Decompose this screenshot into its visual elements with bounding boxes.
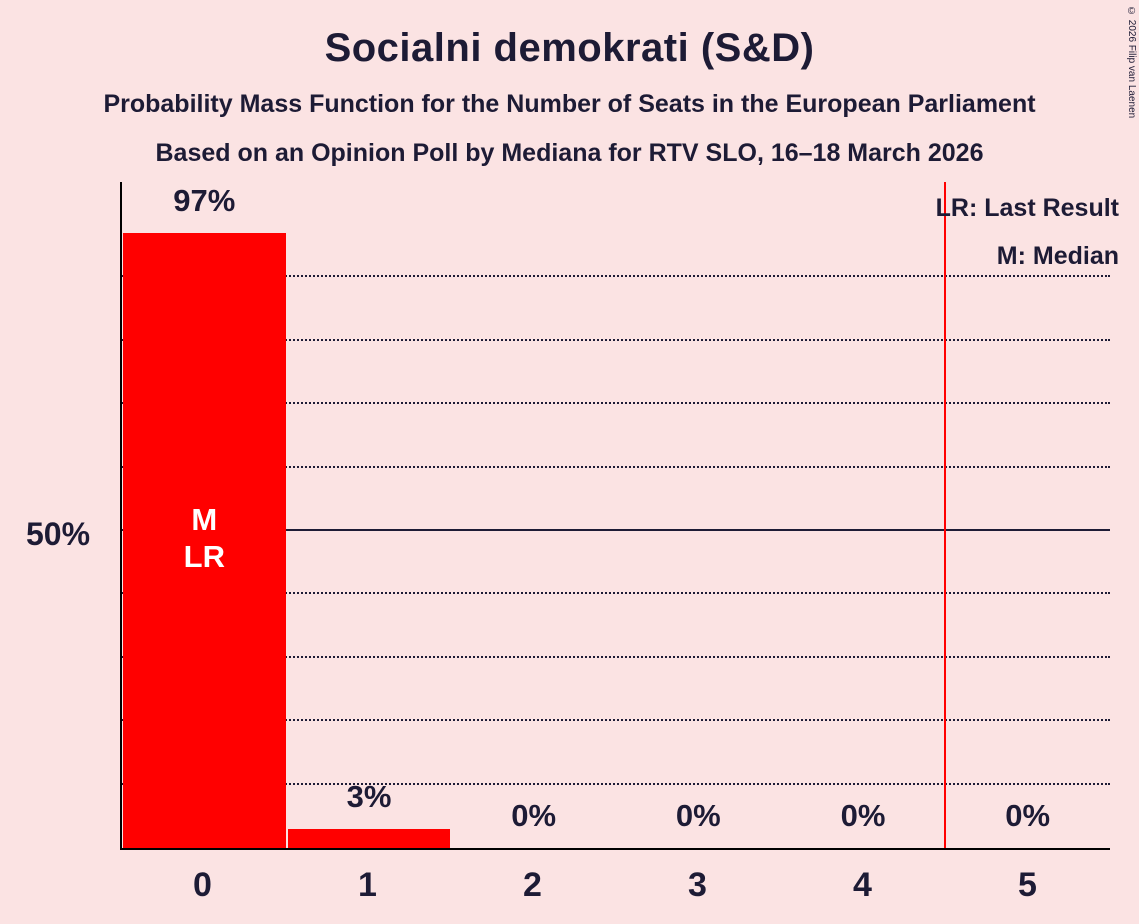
legend: LR: Last Result M: Median (936, 184, 1119, 280)
bar-value-label-0: 97% (173, 183, 236, 219)
chart-subtitle-1: Probability Mass Function for the Number… (103, 90, 1036, 118)
bar-0 (123, 233, 286, 848)
threshold-vertical-line (944, 182, 947, 848)
bar-value-label-1: 3% (346, 778, 392, 814)
bar-value-label-3: 0% (675, 798, 721, 833)
x-axis-label-0: 0 (193, 866, 212, 904)
gridline-dotted-20 (122, 719, 1110, 722)
x-axis-label-1: 1 (358, 866, 377, 904)
gridline-solid-50 (122, 529, 1110, 531)
x-axis-label-4: 4 (853, 866, 872, 904)
chart-subtitle-2: Based on an Opinion Poll by Mediana for … (155, 139, 984, 167)
chart-title: Socialni demokrati (S&D) (324, 26, 815, 70)
bar-value-label-5: 0% (1005, 798, 1051, 833)
x-axis-label-3: 3 (688, 866, 707, 904)
x-axis-label-5: 5 (1018, 866, 1037, 904)
gridline-dotted-90 (122, 275, 1110, 278)
gridline-dotted-10 (122, 782, 1110, 785)
gridline-dotted-40 (122, 592, 1110, 595)
copyright-text: © 2026 Filip van Laenen (1126, 6, 1137, 119)
legend-last-result: LR: Last Result (935, 194, 1119, 222)
bar-value-label-4: 0% (840, 798, 886, 833)
y-axis-50-percent-label: 50% (26, 516, 91, 552)
legend-median: M: Median (996, 242, 1119, 270)
bar-1 (287, 828, 451, 848)
x-axis-label-2: 2 (523, 866, 542, 904)
bar-annotation-median-last-result: M LR (183, 501, 225, 574)
gridline-dotted-80 (122, 338, 1110, 341)
gridline-dotted-60 (122, 465, 1110, 468)
bar-value-label-2: 0% (511, 798, 557, 833)
x-axis-labels: 0 1 2 3 4 5 (120, 866, 1110, 905)
gridline-dotted-70 (122, 402, 1110, 405)
gridline-dotted-30 (122, 655, 1110, 658)
plot-area: 97% M LR 3% 0% 0% 0% 0% (120, 182, 1110, 850)
